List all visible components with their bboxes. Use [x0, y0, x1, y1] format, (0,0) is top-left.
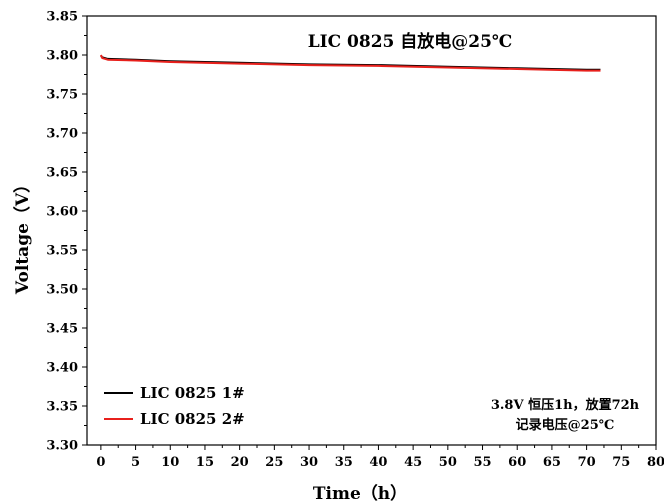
- x-tick-label: 65: [543, 455, 561, 470]
- y-tick-label: 3.75: [46, 88, 78, 103]
- x-tick-label: 60: [508, 455, 526, 470]
- x-tick-label: 55: [473, 455, 491, 470]
- x-tick-label: 70: [578, 455, 596, 470]
- x-tick-label: 5: [131, 455, 140, 470]
- series-layer: [99, 54, 601, 72]
- y-tick-label: 3.85: [46, 10, 78, 25]
- plot-border: [86, 15, 657, 446]
- y-tick-label: 3.30: [46, 439, 78, 454]
- y-tick-label: 3.50: [46, 283, 78, 298]
- y-tick-label: 3.45: [46, 322, 78, 337]
- x-axis-title: Time（h）: [313, 483, 407, 504]
- x-tick-label: 75: [612, 455, 630, 470]
- x-axis: 0 5 10 15 20 25 30 35 40 45 50 55 60 65 70 75 80: [96, 445, 664, 470]
- y-tick-label: 3.70: [46, 127, 78, 142]
- annotation: 3.8V 恒压1h，放置72h 记录电压@25℃: [491, 397, 640, 433]
- x-tick-label: 20: [231, 455, 249, 470]
- legend: LIC 0825 1# LIC 0825 2#: [104, 384, 245, 428]
- x-tick-label: 25: [265, 455, 283, 470]
- y-tick-label: 3.35: [46, 400, 78, 415]
- x-tick-label: 35: [335, 455, 353, 470]
- x-tick-label: 15: [196, 455, 214, 470]
- series-line-2: [99, 54, 601, 72]
- y-tick-label: 3.80: [46, 49, 78, 64]
- y-tick-label: 3.55: [46, 244, 78, 259]
- x-tick-label: 0: [96, 455, 105, 470]
- y-axis: 3.30 3.35 3.40 3.45 3.50 3.55 3.60 3.65 3.70 3.75…: [46, 10, 87, 454]
- y-tick-label: 3.40: [46, 361, 78, 376]
- y-tick-label: 3.60: [46, 205, 78, 220]
- annotation-line-2: 记录电压@25℃: [516, 417, 615, 433]
- y-tick-label: 3.65: [46, 166, 78, 181]
- legend-label-series-1: LIC 0825 1#: [140, 384, 245, 402]
- plot-frame: [86, 15, 657, 446]
- x-tick-label: 40: [369, 455, 387, 470]
- x-tick-label: 50: [439, 455, 457, 470]
- chart-title: LIC 0825 自放电@25℃: [308, 31, 513, 52]
- x-tick-label: 30: [300, 455, 318, 470]
- annotation-line-1: 3.8V 恒压1h，放置72h: [491, 397, 640, 413]
- x-tick-label: 80: [647, 455, 664, 470]
- x-tick-label: 10: [161, 455, 179, 470]
- legend-label-series-2: LIC 0825 2#: [140, 410, 245, 428]
- y-axis-title: Voltage（V）: [12, 176, 33, 295]
- x-tick-label: 45: [404, 455, 422, 470]
